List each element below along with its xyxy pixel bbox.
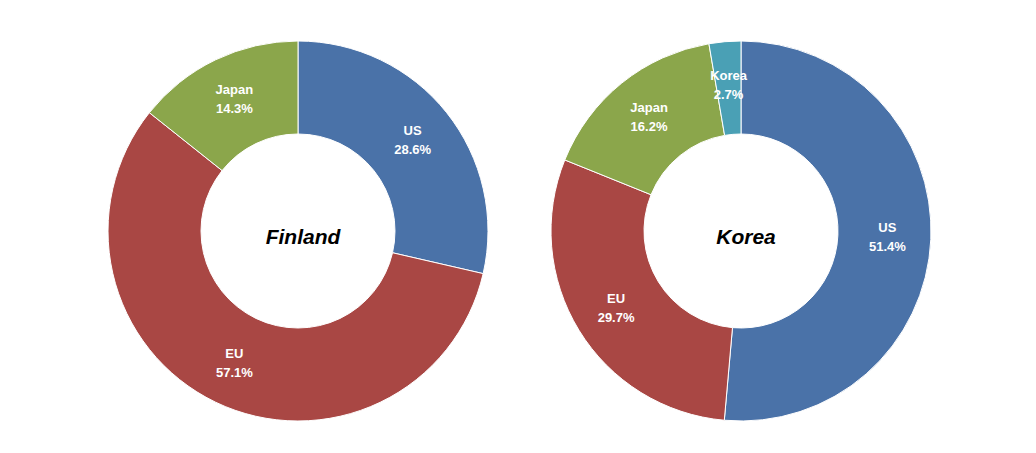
svg-text:EU: EU — [607, 291, 625, 306]
svg-text:14.3%: 14.3% — [216, 101, 253, 116]
svg-text:57.1%: 57.1% — [216, 365, 253, 380]
svg-text:28.6%: 28.6% — [394, 142, 431, 157]
svg-text:Korea: Korea — [716, 225, 776, 248]
svg-text:16.2%: 16.2% — [631, 119, 668, 134]
svg-text:Japan: Japan — [630, 100, 668, 115]
svg-text:Korea: Korea — [710, 68, 748, 83]
svg-text:29.7%: 29.7% — [598, 310, 635, 325]
svg-text:Japan: Japan — [216, 82, 254, 97]
svg-text:EU: EU — [225, 346, 243, 361]
svg-text:US: US — [878, 220, 896, 235]
svg-text:Finland: Finland — [266, 225, 342, 248]
svg-text:51.4%: 51.4% — [869, 239, 906, 254]
svg-text:2.7%: 2.7% — [714, 87, 744, 102]
svg-text:US: US — [404, 123, 422, 138]
